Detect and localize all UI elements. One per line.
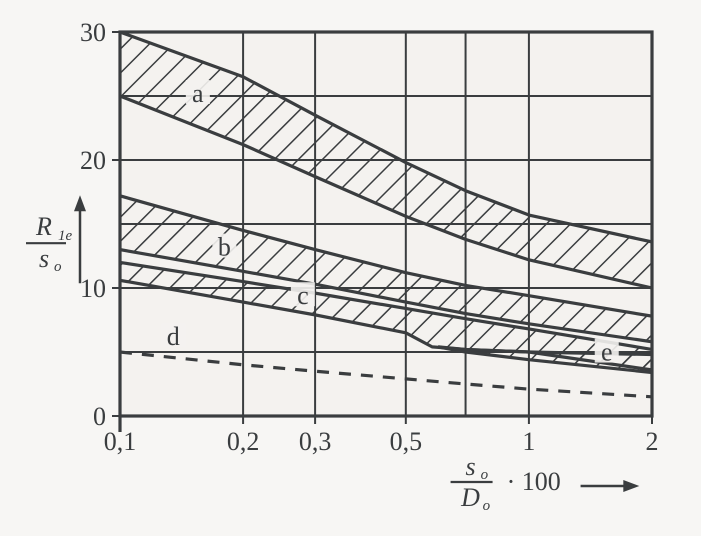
ytick-label: 10 bbox=[80, 274, 106, 303]
series-label-e: e bbox=[601, 338, 613, 367]
xtick-label: 0,5 bbox=[390, 427, 423, 456]
ylabel-top-sub: 1e bbox=[58, 228, 73, 244]
ylabel-bot: s bbox=[39, 244, 49, 273]
ylabel-top: R bbox=[35, 212, 52, 241]
xlabel-top-sub: o bbox=[481, 467, 489, 483]
series-label-c: c bbox=[297, 281, 309, 310]
xtick-label: 2 bbox=[646, 427, 659, 456]
series-label-a: a bbox=[192, 79, 204, 108]
ytick-label: 20 bbox=[80, 146, 106, 175]
xtick-label: 0,2 bbox=[227, 427, 260, 456]
xlabel-bot-sub: o bbox=[483, 498, 491, 514]
series-label-b: b bbox=[218, 233, 231, 262]
series-label-d: d bbox=[167, 322, 180, 351]
xlabel-top: s bbox=[466, 452, 476, 481]
xlabel-bot: D bbox=[460, 483, 480, 512]
chart-svg: 01020300,10,20,30,512abcedR1esosoDo· 100 bbox=[0, 0, 701, 536]
ylabel-bot-sub: o bbox=[54, 259, 62, 275]
xtick-label: 0,1 bbox=[104, 427, 137, 456]
xlabel-tail: · 100 bbox=[507, 467, 561, 496]
ytick-label: 30 bbox=[80, 18, 106, 47]
chart-container: { "chart": { "type": "area-band", "backg… bbox=[0, 0, 701, 536]
xtick-label: 1 bbox=[522, 427, 535, 456]
xtick-label: 0,3 bbox=[299, 427, 332, 456]
